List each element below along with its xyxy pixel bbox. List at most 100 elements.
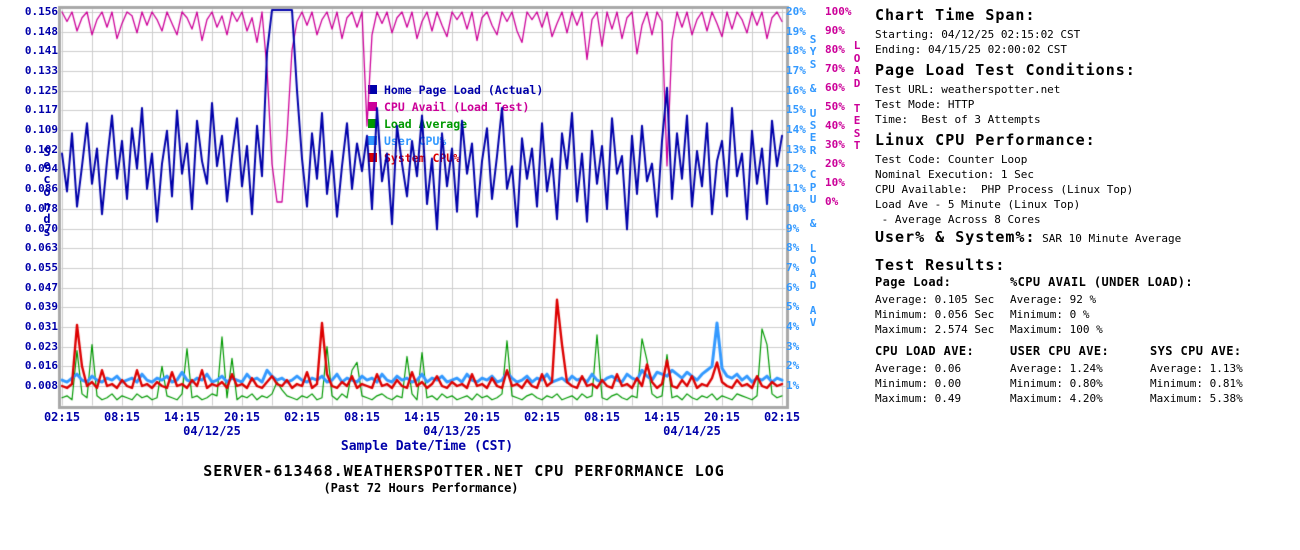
result-group-title: SYS CPU AVE: — [1150, 344, 1242, 358]
legend-label: Home Page Load (Actual) — [384, 82, 544, 97]
right-axis2-tick: 60% — [825, 81, 845, 94]
left-axis-tick: 0.109 — [24, 123, 58, 136]
right-axis1-tick: 17% — [786, 64, 806, 77]
legend-item-3: Load Average — [368, 115, 543, 132]
right-axis1-tick: 13% — [786, 143, 806, 156]
x-axis-date-label: 04/12/25 — [183, 424, 241, 438]
info-section-inline-text: SAR 10 Minute Average — [1035, 232, 1182, 245]
y-axis-label-sys-user-cpu-load: S Y S & U S E R C P U & L O A D A V — [809, 33, 817, 329]
right-axis2-tick: 20% — [825, 157, 845, 170]
x-axis-title: Sample Date/Time (CST) — [340, 439, 514, 454]
right-axis1-tick: 5% — [786, 300, 800, 313]
right-axis2-tick: 30% — [825, 138, 845, 151]
right-axis1-tick: 7% — [786, 261, 800, 274]
info-section-3: Linux CPU Performance: Test Code: Counter… — [875, 131, 1133, 227]
x-axis-tick: 14:15 — [403, 410, 441, 424]
left-axis-tick: 0.125 — [24, 84, 58, 97]
info-section-1: Chart Time Span: Starting: 04/12/25 02:15… — [875, 6, 1080, 57]
right-axis1-tick: 9% — [786, 222, 800, 235]
result-line: Minimum: 0 % — [1010, 308, 1090, 321]
x-axis-tick: 20:15 — [703, 410, 741, 424]
right-axis2-tick: 80% — [825, 43, 845, 56]
left-axis-tick: 0.102 — [24, 143, 58, 156]
result-line: Minimum: 0.056 Sec — [875, 308, 995, 321]
info-line: Ending: 04/15/25 02:00:02 CST — [875, 43, 1068, 56]
right-axis1-tick: 16% — [786, 84, 806, 97]
chart-legend: Home Page Load (Actual) CPU Avail (Load T… — [368, 81, 543, 166]
right-axis2-tick: 0% — [825, 195, 839, 208]
x-axis-tick: 14:15 — [163, 410, 201, 424]
result-group-title: %CPU AVAIL (UNDER LOAD): — [1010, 275, 1193, 289]
left-axis-tick: 0.078 — [24, 202, 58, 215]
x-axis-tick: 02:15 — [43, 410, 81, 424]
info-line: Load Ave - 5 Minute (Linux Top) — [875, 198, 1081, 211]
x-axis-tick: 14:15 — [643, 410, 681, 424]
result-line: Average: 92 % — [1010, 293, 1097, 306]
legend-label: CPU Avail (Load Test) — [384, 99, 530, 114]
x-axis-date-label: 04/14/25 — [663, 424, 721, 438]
info-line: Test Code: Counter Loop — [875, 153, 1028, 166]
right-axis1-tick: 11% — [786, 182, 806, 195]
info-panel: Chart Time Span: Starting: 04/12/25 02:15… — [875, 0, 1300, 550]
right-axis1-tick: 2% — [786, 359, 800, 372]
result-line: Maximum: 2.574 Sec — [875, 323, 995, 336]
left-axis-tick: 0.133 — [24, 64, 58, 77]
right-axis1-tick: 14% — [786, 123, 806, 136]
info-line: Test Mode: HTTP — [875, 98, 975, 111]
x-axis-tick: 02:15 — [523, 410, 561, 424]
right-axis1-tick: 10% — [786, 202, 806, 215]
left-axis-tick: 0.055 — [24, 261, 58, 274]
left-axis-tick: 0.039 — [24, 300, 58, 313]
legend-label: System CPU% — [384, 150, 461, 165]
result-line: Maximum: 4.20% — [1010, 392, 1103, 405]
left-axis-tick: 0.156 — [24, 5, 58, 18]
left-axis-tick: 0.023 — [24, 340, 58, 353]
legend-swatch-icon — [368, 153, 377, 162]
info-line: Nominal Execution: 1 Sec — [875, 168, 1034, 181]
right-axis2-tick: 40% — [825, 119, 845, 132]
right-axis1-tick: 15% — [786, 103, 806, 116]
x-axis-date-label: 04/13/25 — [423, 424, 481, 438]
left-axis-tick: 0.063 — [24, 241, 58, 254]
legend-swatch-icon — [368, 136, 377, 145]
right-axis2-tick: 50% — [825, 100, 845, 113]
result-group-row2-1: CPU LOAD AVE: Average: 0.06 Minimum: 0.00 M… — [875, 344, 974, 406]
left-axis-tick: 0.141 — [24, 44, 58, 57]
left-axis-tick: 0.008 — [24, 379, 58, 392]
y-axis-label-load-test: L O A D T E S T — [853, 39, 861, 152]
right-axis1-tick: 4% — [786, 320, 800, 333]
result-group-title: USER CPU AVE: — [1010, 344, 1110, 358]
legend-swatch-icon — [368, 119, 377, 128]
chart-subtitle: (Past 72 Hours Performance) — [323, 481, 519, 495]
x-axis-tick: 02:15 — [763, 410, 801, 424]
left-axis-tick: 0.148 — [24, 25, 58, 38]
x-axis-tick: 08:15 — [103, 410, 141, 424]
legend-item-1: Home Page Load (Actual) — [368, 81, 543, 98]
result-line: Average: 0.105 Sec — [875, 293, 995, 306]
legend-item-5: System CPU% — [368, 149, 543, 166]
legend-swatch-icon — [368, 102, 377, 111]
chart-grid-canvas — [0, 0, 870, 460]
info-section-heading: Linux CPU Performance: — [875, 131, 1096, 149]
result-group-row1-1: Page Load: Average: 0.105 Sec Minimum: 0.0… — [875, 275, 994, 337]
info-line: Starting: 04/12/25 02:15:02 CST — [875, 28, 1081, 41]
info-section-4: User% & System%: SAR 10 Minute Average — [875, 228, 1181, 249]
right-axis1-tick: 8% — [786, 241, 800, 254]
right-axis1-tick: 6% — [786, 281, 800, 294]
legend-swatch-icon — [368, 85, 377, 94]
right-axis1-tick: 12% — [786, 162, 806, 175]
right-axis2-tick: 10% — [825, 176, 845, 189]
info-section-heading: Page Load Test Conditions: — [875, 61, 1136, 79]
result-line: Minimum: 0.00 — [875, 377, 962, 390]
legend-item-2: CPU Avail (Load Test) — [368, 98, 543, 115]
legend-label: User CPU% — [384, 133, 447, 148]
test-results-heading: Test Results: — [875, 256, 1006, 274]
info-line: - Average Across 8 Cores — [875, 213, 1041, 226]
result-line: Average: 1.24% — [1010, 362, 1103, 375]
result-group-row2-3: SYS CPU AVE: Average: 1.13% Minimum: 0.81%… — [1150, 344, 1243, 406]
result-line: Maximum: 5.38% — [1150, 392, 1243, 405]
result-line: Average: 1.13% — [1150, 362, 1243, 375]
x-axis-tick: 08:15 — [343, 410, 381, 424]
result-line: Maximum: 100 % — [1010, 323, 1103, 336]
